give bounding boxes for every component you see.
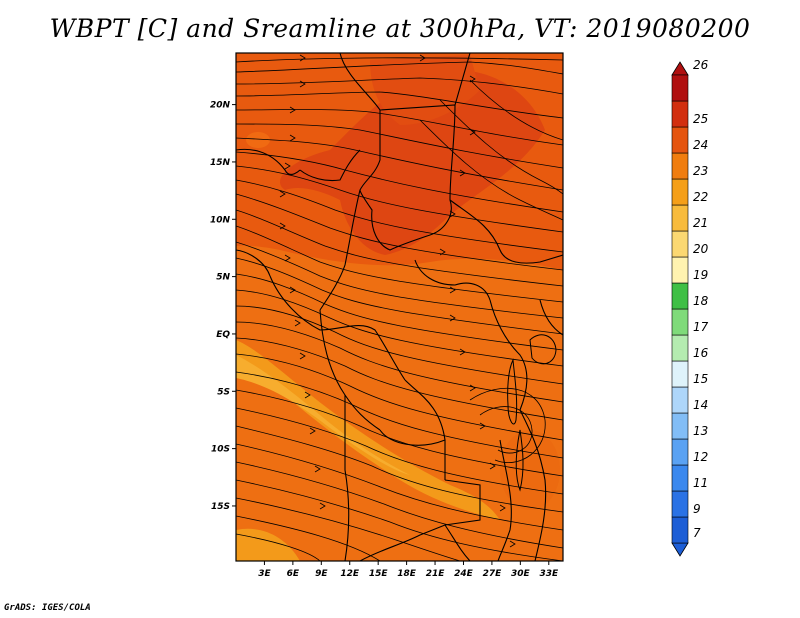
wbpt-region-24b bbox=[370, 55, 480, 125]
colorbar-swatch bbox=[671, 412, 689, 440]
lon-tick-label: 24E bbox=[454, 569, 474, 579]
lat-tick-label: 10S bbox=[211, 445, 230, 455]
colorbar-swatch bbox=[671, 386, 689, 414]
wbpt-patch bbox=[246, 132, 270, 148]
colorbar-swatch bbox=[671, 204, 689, 232]
colorbar-label: 17 bbox=[693, 320, 709, 334]
colorbar-swatch bbox=[671, 152, 689, 180]
lon-tick-label: 33E bbox=[539, 569, 559, 579]
colorbar-swatch bbox=[671, 308, 689, 336]
colorbar-label: 24 bbox=[693, 138, 708, 152]
lon-tick-label: 9E bbox=[315, 569, 328, 579]
lat-tick-label: EQ bbox=[216, 330, 230, 340]
colorbar-label: 12 bbox=[693, 450, 708, 464]
colorbar-swatch bbox=[671, 516, 689, 544]
colorbar-label: 20 bbox=[693, 242, 709, 256]
map-frame bbox=[235, 52, 564, 562]
lon-tick-label: 18E bbox=[397, 569, 417, 579]
colorbar-swatch bbox=[671, 230, 689, 258]
lat-tick-label: 5S bbox=[217, 387, 230, 397]
lon-tick-label: 3E bbox=[258, 569, 271, 579]
streamlines bbox=[236, 57, 563, 561]
colorbar-upper-arrow bbox=[671, 61, 689, 76]
longitude-axis: 3E 6E 9E 12E 15E 18E 21E 24E 27E 30E 33E bbox=[258, 561, 559, 579]
colorbar-label: 26 bbox=[693, 58, 709, 72]
lon-tick-label: 6E bbox=[287, 569, 300, 579]
colorbar-label: 13 bbox=[693, 424, 708, 438]
lat-tick-label: 20N bbox=[210, 101, 231, 111]
colorbar-label: 9 bbox=[693, 502, 701, 516]
lat-tick-label: 10N bbox=[210, 215, 231, 225]
wbpt-region-20 bbox=[236, 355, 410, 475]
colorbar-swatch bbox=[671, 256, 689, 284]
lon-tick-label: 15E bbox=[369, 569, 389, 579]
colorbar-label: 25 bbox=[693, 112, 708, 126]
lat-tick-label: 15S bbox=[211, 502, 230, 512]
latitude-axis: 20N 15N 10N 5N EQ 5S 10S 15S bbox=[210, 101, 236, 512]
colorbar-swatch bbox=[671, 100, 689, 128]
colorbar-label: 15 bbox=[693, 372, 708, 386]
colorbar-label: 16 bbox=[693, 346, 709, 360]
country-borders bbox=[236, 53, 563, 561]
colorbar-label: 23 bbox=[693, 164, 708, 178]
lon-tick-label: 30E bbox=[511, 569, 531, 579]
colorbar-lower-arrow bbox=[671, 542, 689, 557]
streamline-arrows bbox=[279, 54, 516, 548]
colorbar-swatch bbox=[671, 490, 689, 518]
lon-tick-label: 21E bbox=[426, 569, 446, 579]
colorbar-label: 19 bbox=[693, 268, 708, 282]
colorbar-swatch bbox=[671, 438, 689, 466]
colorbar-swatch bbox=[671, 464, 689, 492]
lon-tick-label: 12E bbox=[340, 569, 360, 579]
colorbar-swatch bbox=[671, 126, 689, 154]
credit-text: GrADS: IGES/COLA bbox=[4, 603, 91, 613]
colorbar-swatch bbox=[671, 74, 689, 102]
chart-title: WBPT [C] and Sreamline at 300hPa, VT: 20… bbox=[49, 14, 751, 43]
lakes bbox=[507, 334, 557, 492]
colorbar-label: 14 bbox=[693, 398, 708, 412]
lon-tick-label: 27E bbox=[483, 569, 503, 579]
colorbar-swatch bbox=[671, 178, 689, 206]
colorbar-swatch bbox=[671, 360, 689, 388]
colorbar-swatch bbox=[671, 282, 689, 310]
colorbar-label: 7 bbox=[693, 526, 701, 540]
colorbar-label: 18 bbox=[693, 294, 709, 308]
map-area bbox=[236, 53, 563, 561]
lat-tick-label: 5N bbox=[216, 273, 230, 283]
colorbar-swatch bbox=[671, 334, 689, 362]
colorbar-label: 21 bbox=[693, 216, 708, 230]
lat-tick-label: 15N bbox=[210, 158, 231, 168]
colorbar-label: 11 bbox=[693, 476, 708, 490]
colorbar: 7 9 11 12 13 14 15 16 17 18 19 20 21 22 23 24 25 26 bbox=[671, 58, 709, 557]
colorbar-label: 22 bbox=[693, 190, 708, 204]
